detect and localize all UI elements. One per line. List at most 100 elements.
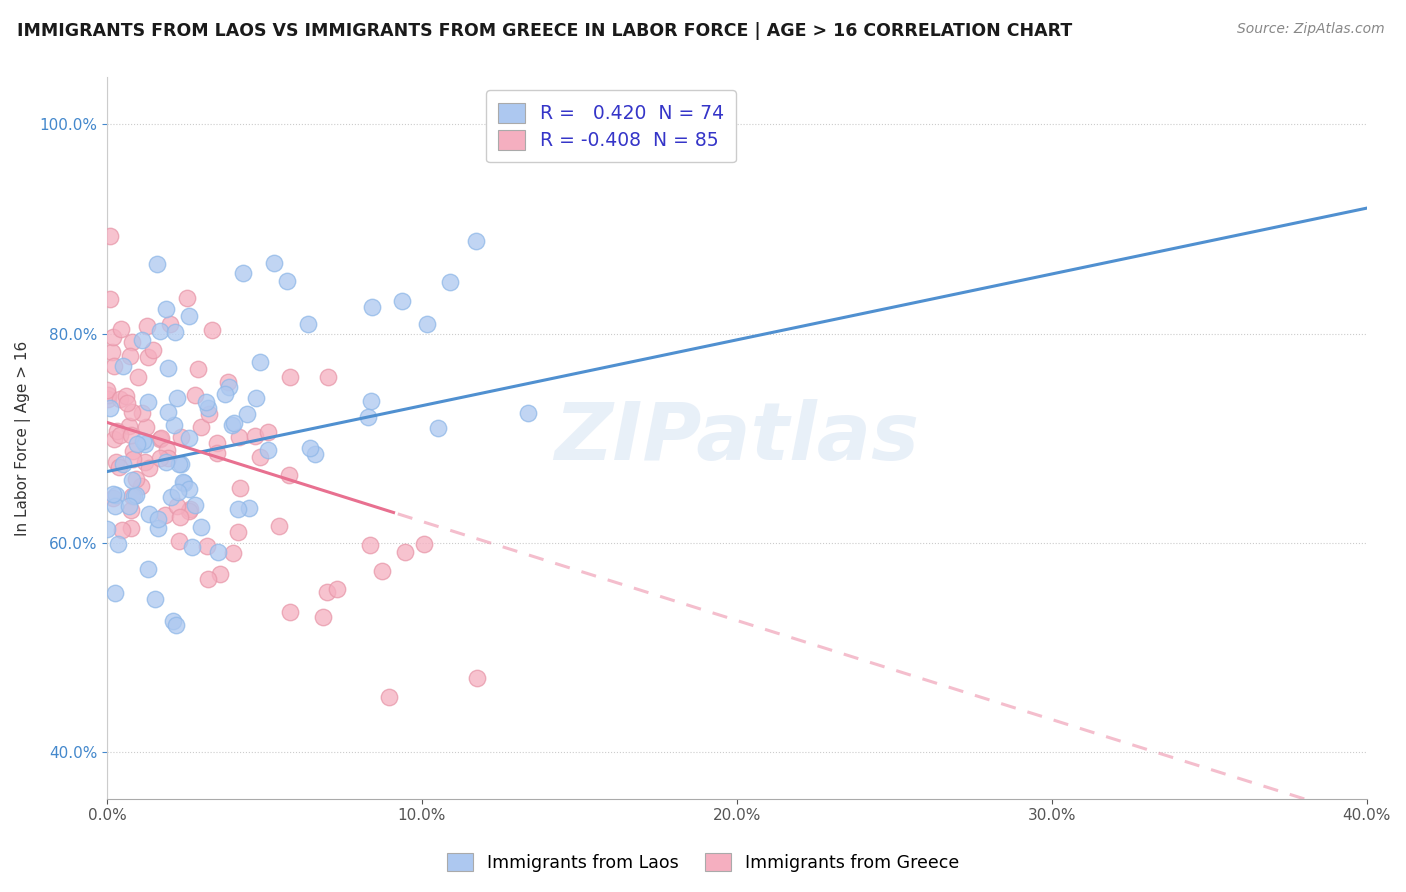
Point [135, 420, 157, 434]
Point [236, 407, 259, 421]
Point [101, 487, 124, 501]
Point [127, 370, 149, 384]
Point [149, 450, 172, 465]
Point [131, 333, 153, 347]
Point [377, 690, 399, 705]
Point [222, 416, 245, 430]
Point [111, 457, 134, 471]
Point [96, 383, 118, 397]
Point [118, 419, 141, 434]
Point [197, 401, 219, 415]
Point [166, 500, 188, 514]
Point [105, 455, 128, 469]
Point [155, 455, 177, 469]
Point [172, 475, 194, 489]
Text: IMMIGRANTS FROM LAOS VS IMMIGRANTS FROM GREECE IN LABOR FORCE | AGE > 16 CORRELA: IMMIGRANTS FROM LAOS VS IMMIGRANTS FROM … [17, 22, 1073, 40]
Point [243, 428, 266, 442]
Point [391, 294, 413, 309]
Point [249, 355, 271, 369]
Point [197, 539, 219, 553]
Point [108, 459, 131, 474]
Point [516, 406, 538, 420]
Point [118, 500, 141, 514]
Point [176, 291, 198, 305]
Point [156, 451, 179, 466]
Point [122, 489, 145, 503]
Point [108, 428, 131, 442]
Point [359, 537, 381, 551]
Point [221, 418, 243, 433]
Point [316, 370, 339, 384]
Point [183, 498, 205, 512]
Point [201, 323, 224, 337]
Point [148, 521, 170, 535]
Point [125, 488, 148, 502]
Point [205, 445, 228, 459]
Point [107, 537, 129, 551]
Point [156, 361, 179, 376]
Point [316, 585, 339, 599]
Point [195, 395, 218, 409]
Point [131, 434, 153, 448]
Point [245, 391, 267, 405]
Point [218, 380, 240, 394]
Point [177, 310, 200, 324]
Point [394, 545, 416, 559]
Point [217, 376, 239, 390]
Point [278, 605, 301, 619]
Point [361, 301, 384, 315]
Point [278, 370, 301, 384]
Point [208, 567, 231, 582]
Point [121, 473, 143, 487]
Point [115, 396, 138, 410]
Point [97, 392, 120, 406]
Point [257, 442, 280, 457]
Point [101, 344, 124, 359]
Point [257, 425, 280, 439]
Point [103, 433, 125, 447]
Point [311, 610, 333, 624]
Point [125, 437, 148, 451]
Point [465, 671, 488, 685]
Point [153, 508, 176, 523]
Point [222, 546, 245, 560]
Point [304, 447, 326, 461]
Point [190, 420, 212, 434]
Point [118, 350, 141, 364]
Point [183, 388, 205, 402]
Point [104, 585, 127, 599]
Point [103, 499, 125, 513]
Point [207, 545, 229, 559]
Point [136, 318, 159, 333]
Point [190, 519, 212, 533]
Point [177, 431, 200, 445]
Point [149, 324, 172, 338]
Point [325, 582, 347, 596]
Point [142, 343, 165, 357]
Point [98, 229, 121, 244]
Text: ZIPatlas: ZIPatlas [554, 399, 920, 477]
Point [263, 256, 285, 270]
Point [162, 614, 184, 628]
Point [138, 461, 160, 475]
Point [146, 512, 169, 526]
Point [143, 591, 166, 606]
Point [129, 478, 152, 492]
Point [121, 489, 143, 503]
Point [238, 500, 260, 515]
Point [214, 387, 236, 401]
Point [159, 490, 181, 504]
Point [226, 524, 249, 539]
Point [96, 522, 118, 536]
Point [277, 467, 299, 482]
Point [267, 518, 290, 533]
Point [465, 234, 488, 248]
Point [177, 482, 200, 496]
Point [138, 508, 160, 522]
Point [370, 564, 392, 578]
Point [163, 325, 186, 339]
Point [413, 537, 436, 551]
Point [120, 427, 142, 442]
Point [157, 405, 180, 419]
Point [198, 407, 221, 421]
